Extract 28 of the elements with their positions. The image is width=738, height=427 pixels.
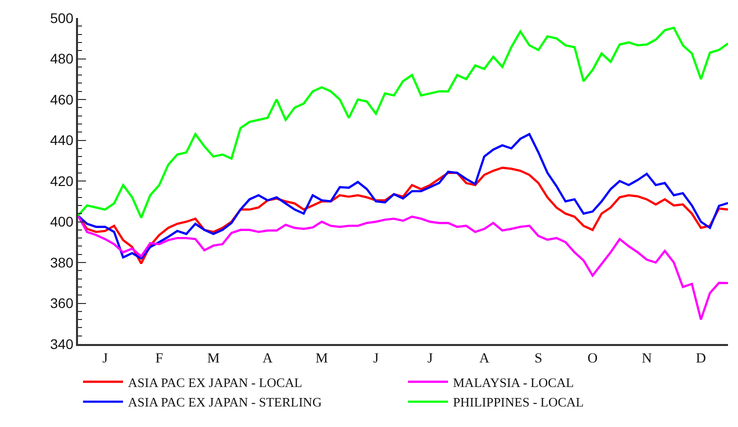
- y-tick-label: 500: [50, 10, 74, 26]
- legend-label: PHILIPPINES - LOCAL: [453, 394, 584, 410]
- x-tick-label: O: [588, 352, 598, 367]
- y-tick-label: 380: [50, 254, 74, 270]
- x-tick-label: M: [316, 352, 329, 367]
- x-tick-label: J: [427, 352, 434, 367]
- line-series: [78, 133, 728, 260]
- x-tick-label: M: [207, 352, 220, 367]
- legend-label: MALAYSIA - LOCAL: [453, 374, 574, 390]
- y-tick-label: 420: [50, 172, 74, 189]
- y-tick-label: 480: [50, 50, 74, 67]
- y-tick-label: 440: [50, 132, 74, 148]
- x-tick-label: N: [642, 352, 652, 367]
- line-series: [78, 214, 728, 321]
- x-tick-label: A: [479, 352, 490, 367]
- x-tick-label: F: [155, 352, 164, 367]
- y-tick-label: 400: [50, 214, 74, 230]
- x-tick-label: D: [696, 352, 706, 367]
- y-tick-label: 340: [50, 336, 74, 352]
- x-tick-label: J: [102, 352, 108, 367]
- x-tick-label: S: [534, 352, 542, 367]
- line-series: [78, 26, 728, 219]
- x-tick-label: J: [373, 352, 380, 367]
- legend-label: ASIA PAC EX JAPAN - LOCAL: [128, 374, 302, 390]
- y-tick-label: 360: [50, 295, 74, 312]
- y-tick-label: 460: [50, 91, 74, 108]
- legend-label: ASIA PAC EX JAPAN - STERLING: [128, 394, 322, 410]
- x-tick-label: A: [262, 352, 274, 367]
